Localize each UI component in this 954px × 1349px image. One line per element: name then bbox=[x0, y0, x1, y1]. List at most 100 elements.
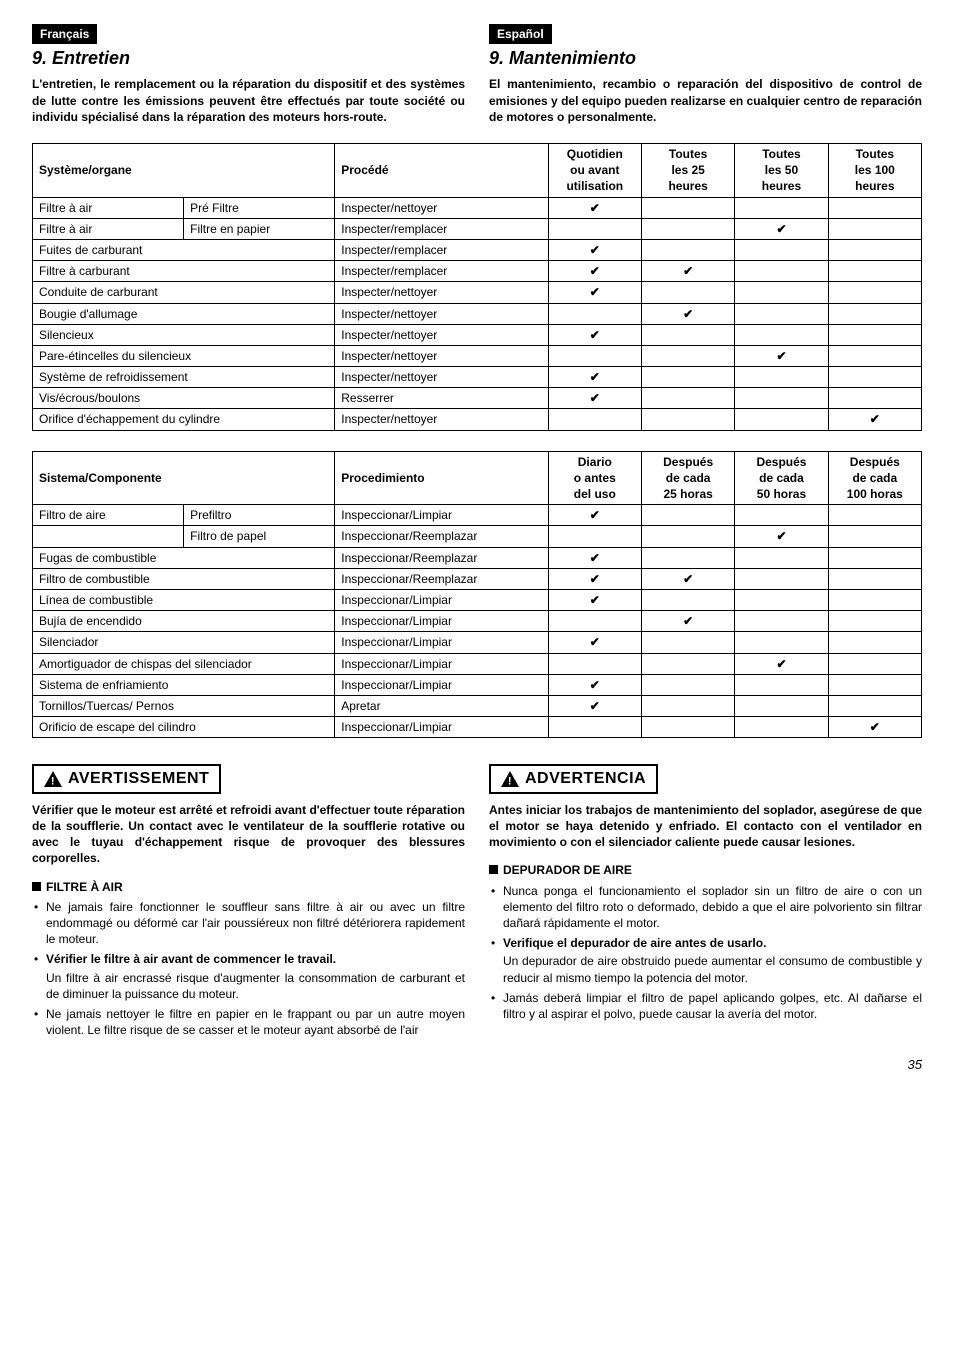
intro-fr: L'entretien, le remplacement ou la répar… bbox=[32, 76, 465, 125]
check-cell bbox=[641, 695, 734, 716]
svg-text:!: ! bbox=[51, 776, 55, 788]
warning-icon: ! bbox=[501, 771, 519, 787]
header-col-es: Español 9. Mantenimiento El mantenimient… bbox=[489, 24, 922, 143]
table-row: Amortiguador de chispas del silenciadorI… bbox=[33, 653, 922, 674]
check-cell: ✔ bbox=[548, 695, 641, 716]
list-item: Vérifier le filtre à air avant de commen… bbox=[32, 951, 465, 1002]
procedure-cell: Inspeccionar/Limpiar bbox=[335, 717, 548, 738]
procedure-cell: Inspeccionar/Limpiar bbox=[335, 505, 548, 526]
subheading-fr: FILTRE À AIR bbox=[32, 879, 465, 895]
th-c3: Después de cada 50 horas bbox=[735, 451, 828, 505]
header-row: Français 9. Entretien L'entretien, le re… bbox=[32, 24, 922, 143]
table-row: Tornillos/Tuercas/ PernosApretar✔ bbox=[33, 695, 922, 716]
check-cell bbox=[828, 653, 921, 674]
subsystem-cell: Pré Filtre bbox=[184, 197, 335, 218]
check-cell: ✔ bbox=[548, 239, 641, 260]
system-cell: Fuites de carburant bbox=[33, 239, 335, 260]
check-cell: ✔ bbox=[641, 261, 734, 282]
table-row: Vis/écrous/boulonsResserrer✔ bbox=[33, 388, 922, 409]
list-item: Jamás deberá limpiar el filtro de papel … bbox=[489, 990, 922, 1022]
check-cell bbox=[641, 388, 734, 409]
check-cell bbox=[735, 324, 828, 345]
th-proc: Procédé bbox=[335, 144, 548, 198]
check-cell bbox=[735, 367, 828, 388]
system-cell: Pare-étincelles du silencieux bbox=[33, 345, 335, 366]
procedure-cell: Inspeccionar/Limpiar bbox=[335, 632, 548, 653]
procedure-cell: Inspecter/nettoyer bbox=[335, 409, 548, 430]
check-cell bbox=[548, 218, 641, 239]
check-cell: ✔ bbox=[735, 526, 828, 547]
lower-col-es: ! ADVERTENCIA Antes iniciar los trabajos… bbox=[489, 758, 922, 1042]
subsystem-cell: Prefiltro bbox=[184, 505, 335, 526]
lower-col-fr: ! AVERTISSEMENT Vérifier que le moteur e… bbox=[32, 758, 465, 1042]
check-cell bbox=[548, 303, 641, 324]
table-row: Filtre à carburantInspecter/remplacer✔✔ bbox=[33, 261, 922, 282]
table-row: Fuites de carburantInspecter/remplacer✔ bbox=[33, 239, 922, 260]
table-row: Bougie d'allumageInspecter/nettoyer✔ bbox=[33, 303, 922, 324]
procedure-cell: Resserrer bbox=[335, 388, 548, 409]
system-cell: Conduite de carburant bbox=[33, 282, 335, 303]
procedure-cell: Inspecter/remplacer bbox=[335, 261, 548, 282]
check-cell: ✔ bbox=[548, 632, 641, 653]
table-row: Orifice d'échappement du cylindreInspect… bbox=[33, 409, 922, 430]
th-c1: Diario o antes del uso bbox=[548, 451, 641, 505]
system-cell: Silencieux bbox=[33, 324, 335, 345]
section-title-fr: 9. Entretien bbox=[32, 46, 465, 70]
table-row: SilenciadorInspeccionar/Limpiar✔ bbox=[33, 632, 922, 653]
check-cell bbox=[641, 367, 734, 388]
table-row: Filtre à airPré FiltreInspecter/nettoyer… bbox=[33, 197, 922, 218]
warning-label: AVERTISSEMENT bbox=[68, 768, 209, 790]
procedure-cell: Inspecter/nettoyer bbox=[335, 324, 548, 345]
system-cell: Bujía de encendido bbox=[33, 611, 335, 632]
table-row: SilencieuxInspecter/nettoyer✔ bbox=[33, 324, 922, 345]
header-col-fr: Français 9. Entretien L'entretien, le re… bbox=[32, 24, 465, 143]
check-cell bbox=[828, 324, 921, 345]
procedure-cell: Inspecter/remplacer bbox=[335, 218, 548, 239]
lang-tag-fr: Français bbox=[32, 24, 97, 44]
list-item: Verifique el depurador de aire antes de … bbox=[489, 935, 922, 986]
check-cell bbox=[641, 632, 734, 653]
table-row: Filtro de combustibleInspeccionar/Reempl… bbox=[33, 568, 922, 589]
procedure-cell: Inspeccionar/Limpiar bbox=[335, 589, 548, 610]
system-cell: Orifice d'échappement du cylindre bbox=[33, 409, 335, 430]
procedure-cell: Inspecter/remplacer bbox=[335, 239, 548, 260]
system-cell: Filtro de aire bbox=[33, 505, 184, 526]
check-cell bbox=[735, 632, 828, 653]
svg-text:!: ! bbox=[508, 776, 512, 788]
check-cell bbox=[735, 197, 828, 218]
system-cell bbox=[33, 526, 184, 547]
section-title-es: 9. Mantenimiento bbox=[489, 46, 922, 70]
check-cell: ✔ bbox=[548, 674, 641, 695]
check-cell bbox=[735, 409, 828, 430]
subsystem-cell: Filtro de papel bbox=[184, 526, 335, 547]
check-cell bbox=[828, 345, 921, 366]
check-cell bbox=[735, 695, 828, 716]
check-cell bbox=[735, 505, 828, 526]
table-row: Filtre à airFiltre en papierInspecter/re… bbox=[33, 218, 922, 239]
system-cell: Filtre à carburant bbox=[33, 261, 335, 282]
list-item: Nunca ponga el funcionamiento el soplado… bbox=[489, 883, 922, 932]
system-cell: Filtro de combustible bbox=[33, 568, 335, 589]
check-cell bbox=[828, 261, 921, 282]
table-header-row: Sistema/Componente Procedimiento Diario … bbox=[33, 451, 922, 505]
warning-icon: ! bbox=[44, 771, 62, 787]
system-cell: Filtre à air bbox=[33, 197, 184, 218]
check-cell bbox=[828, 568, 921, 589]
check-cell bbox=[735, 282, 828, 303]
table-row: Filtro de papelInspeccionar/Reemplazar✔ bbox=[33, 526, 922, 547]
intro-es: El mantenimiento, recambio o reparación … bbox=[489, 76, 922, 125]
check-cell bbox=[735, 589, 828, 610]
check-cell bbox=[735, 611, 828, 632]
check-cell bbox=[548, 345, 641, 366]
procedure-cell: Inspeccionar/Limpiar bbox=[335, 674, 548, 695]
check-cell: ✔ bbox=[641, 568, 734, 589]
check-cell bbox=[828, 367, 921, 388]
system-cell: Sistema de enfriamiento bbox=[33, 674, 335, 695]
check-cell bbox=[828, 611, 921, 632]
check-cell bbox=[735, 717, 828, 738]
warning-text-fr: Vérifier que le moteur est arrêté et ref… bbox=[32, 802, 465, 867]
procedure-cell: Inspecter/nettoyer bbox=[335, 367, 548, 388]
check-cell bbox=[735, 388, 828, 409]
th-system: Sistema/Componente bbox=[33, 451, 335, 505]
check-cell: ✔ bbox=[548, 261, 641, 282]
